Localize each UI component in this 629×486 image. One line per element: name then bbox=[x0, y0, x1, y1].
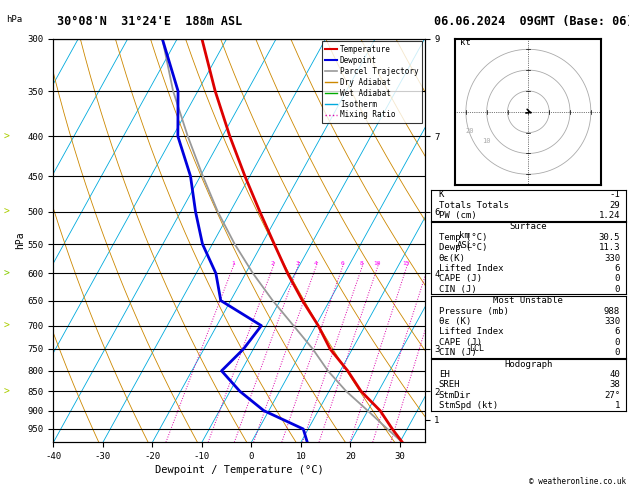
Text: θε (K): θε (K) bbox=[438, 317, 471, 326]
Text: Totals Totals: Totals Totals bbox=[438, 201, 508, 209]
Text: LCL: LCL bbox=[469, 345, 484, 353]
Text: 15: 15 bbox=[403, 261, 410, 266]
Text: >: > bbox=[3, 268, 9, 278]
Text: kt: kt bbox=[460, 38, 470, 47]
Text: Temp (°C): Temp (°C) bbox=[438, 233, 487, 242]
Text: Pressure (mb): Pressure (mb) bbox=[438, 307, 508, 315]
Text: CAPE (J): CAPE (J) bbox=[438, 274, 482, 283]
Text: 0: 0 bbox=[615, 274, 620, 283]
Text: 29: 29 bbox=[610, 201, 620, 209]
Text: 1.24: 1.24 bbox=[599, 211, 620, 220]
Text: 10: 10 bbox=[374, 261, 381, 266]
Y-axis label: km
ASL: km ASL bbox=[457, 231, 473, 250]
Text: 6: 6 bbox=[340, 261, 344, 266]
Text: hPa: hPa bbox=[6, 15, 23, 24]
Legend: Temperature, Dewpoint, Parcel Trajectory, Dry Adiabat, Wet Adiabat, Isotherm, Mi: Temperature, Dewpoint, Parcel Trajectory… bbox=[321, 41, 422, 123]
Text: 06.06.2024  09GMT (Base: 06): 06.06.2024 09GMT (Base: 06) bbox=[434, 15, 629, 28]
Text: 8: 8 bbox=[360, 261, 364, 266]
Text: 38: 38 bbox=[610, 381, 620, 389]
Text: Lifted Index: Lifted Index bbox=[438, 328, 503, 336]
Text: >: > bbox=[3, 386, 9, 397]
Text: 30.5: 30.5 bbox=[599, 233, 620, 242]
Text: 20: 20 bbox=[466, 128, 474, 134]
Text: 3: 3 bbox=[296, 261, 299, 266]
Text: PW (cm): PW (cm) bbox=[438, 211, 476, 220]
Text: Most Unstable: Most Unstable bbox=[493, 296, 564, 305]
Text: CIN (J): CIN (J) bbox=[438, 348, 476, 357]
Text: Dewp (°C): Dewp (°C) bbox=[438, 243, 487, 252]
Text: θε(K): θε(K) bbox=[438, 254, 465, 262]
Text: © weatheronline.co.uk: © weatheronline.co.uk bbox=[529, 477, 626, 486]
Text: StmDir: StmDir bbox=[438, 391, 471, 399]
X-axis label: Dewpoint / Temperature (°C): Dewpoint / Temperature (°C) bbox=[155, 465, 323, 475]
Text: 4: 4 bbox=[314, 261, 318, 266]
Text: 11.3: 11.3 bbox=[599, 243, 620, 252]
Text: 330: 330 bbox=[604, 317, 620, 326]
Text: 330: 330 bbox=[604, 254, 620, 262]
Text: -1: -1 bbox=[610, 190, 620, 199]
Text: 40: 40 bbox=[610, 370, 620, 379]
Text: 2: 2 bbox=[271, 261, 275, 266]
Text: 6: 6 bbox=[615, 328, 620, 336]
Text: 0: 0 bbox=[615, 348, 620, 357]
Text: 30°08'N  31°24'E  188m ASL: 30°08'N 31°24'E 188m ASL bbox=[57, 15, 242, 28]
Text: CIN (J): CIN (J) bbox=[438, 285, 476, 294]
Text: EH: EH bbox=[438, 370, 449, 379]
Text: K: K bbox=[438, 190, 444, 199]
Text: 10: 10 bbox=[482, 138, 491, 144]
Text: Hodograph: Hodograph bbox=[504, 360, 552, 368]
Text: StmSpd (kt): StmSpd (kt) bbox=[438, 401, 498, 410]
Text: 0: 0 bbox=[615, 338, 620, 347]
Text: >: > bbox=[3, 207, 9, 217]
Text: CAPE (J): CAPE (J) bbox=[438, 338, 482, 347]
Text: 988: 988 bbox=[604, 307, 620, 315]
Text: SREH: SREH bbox=[438, 381, 460, 389]
Text: 1: 1 bbox=[615, 401, 620, 410]
Text: >: > bbox=[3, 131, 9, 141]
Text: Lifted Index: Lifted Index bbox=[438, 264, 503, 273]
Text: Surface: Surface bbox=[509, 223, 547, 231]
Text: 6: 6 bbox=[615, 264, 620, 273]
Text: 1: 1 bbox=[231, 261, 235, 266]
Text: 0: 0 bbox=[615, 285, 620, 294]
Text: >: > bbox=[3, 321, 9, 330]
Text: 27°: 27° bbox=[604, 391, 620, 399]
Y-axis label: hPa: hPa bbox=[15, 232, 25, 249]
